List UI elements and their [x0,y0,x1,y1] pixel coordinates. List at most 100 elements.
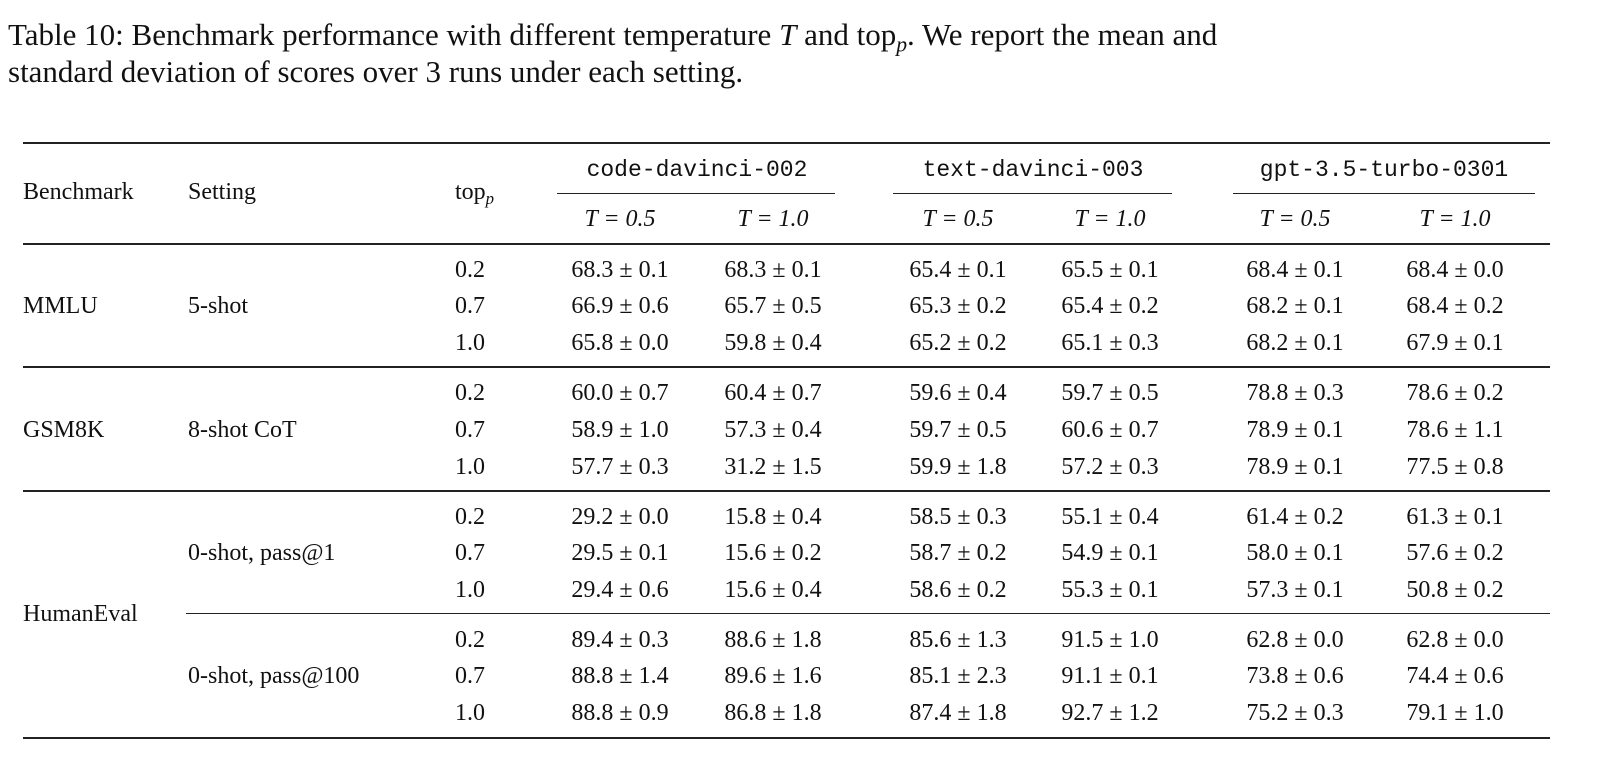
header-temperature: T = 0.5 [922,206,994,232]
top-rule [23,142,1550,144]
score-cell: 15.6 ± 0.4 [724,577,822,603]
score-cell: 92.7 ± 1.2 [1061,700,1159,726]
score-cell: 57.3 ± 0.1 [1246,577,1344,603]
topp-value: 0.7 [455,540,485,566]
score-cell: 57.2 ± 0.3 [1061,454,1159,480]
score-cell: 62.8 ± 0.0 [1246,627,1344,653]
score-cell: 60.6 ± 0.7 [1061,417,1159,443]
score-cell: 58.7 ± 0.2 [909,540,1007,566]
setting-name: 5-shot [188,293,248,319]
score-cell: 58.5 ± 0.3 [909,504,1007,530]
topp-value: 0.7 [455,293,485,319]
score-cell: 58.0 ± 0.1 [1246,540,1344,566]
score-cell: 59.6 ± 0.4 [909,380,1007,406]
topp-value: 0.2 [455,504,485,530]
score-cell: 55.1 ± 0.4 [1061,504,1159,530]
score-cell: 29.4 ± 0.6 [571,577,669,603]
score-cell: 85.6 ± 1.3 [909,627,1007,653]
score-cell: 68.3 ± 0.1 [724,257,822,283]
bottom-rule [23,737,1550,739]
group-rule [23,366,1550,368]
score-cell: 57.3 ± 0.4 [724,417,822,443]
header-rule [23,243,1550,245]
score-cell: 62.8 ± 0.0 [1406,627,1504,653]
score-cell: 15.8 ± 0.4 [724,504,822,530]
score-cell: 65.7 ± 0.5 [724,293,822,319]
score-cell: 78.9 ± 0.1 [1246,417,1344,443]
header-topp: topp [455,179,495,209]
setting-name: 0-shot, pass@1 [188,540,336,566]
score-cell: 67.9 ± 0.1 [1406,330,1504,356]
header-temperature: T = 1.0 [737,206,809,232]
topp-value: 1.0 [455,700,485,726]
header-model-3: gpt-3.5-turbo-0301 [1259,157,1509,183]
score-cell: 85.1 ± 2.3 [909,663,1007,689]
topp-value: 0.7 [455,663,485,689]
group-rule [23,490,1550,492]
table-caption-line-1: Table 10: Benchmark performance with dif… [8,17,1218,57]
score-cell: 31.2 ± 1.5 [724,454,822,480]
score-cell: 57.7 ± 0.3 [571,454,669,480]
score-cell: 65.4 ± 0.1 [909,257,1007,283]
cmidrule-model-2 [893,193,1172,194]
score-cell: 58.9 ± 1.0 [571,417,669,443]
topp-value: 0.2 [455,380,485,406]
score-cell: 50.8 ± 0.2 [1406,577,1504,603]
topp-value: 1.0 [455,330,485,356]
score-cell: 87.4 ± 1.8 [909,700,1007,726]
cmidrule-model-1 [557,193,835,194]
score-cell: 74.4 ± 0.6 [1406,663,1504,689]
score-cell: 88.8 ± 1.4 [571,663,669,689]
cmidrule-model-3 [1233,193,1535,194]
header-temperature: T = 1.0 [1419,206,1491,232]
benchmark-name: MMLU [23,293,98,319]
score-cell: 61.3 ± 0.1 [1406,504,1504,530]
score-cell: 78.6 ± 0.2 [1406,380,1504,406]
setting-name: 8-shot CoT [188,417,297,443]
score-cell: 68.4 ± 0.2 [1406,293,1504,319]
score-cell: 29.2 ± 0.0 [571,504,669,530]
topp-value: 1.0 [455,454,485,480]
score-cell: 29.5 ± 0.1 [571,540,669,566]
benchmark-name: GSM8K [23,417,105,443]
setting-name: 0-shot, pass@100 [188,663,360,689]
score-cell: 59.7 ± 0.5 [1061,380,1159,406]
score-cell: 66.9 ± 0.6 [571,293,669,319]
score-cell: 86.8 ± 1.8 [724,700,822,726]
score-cell: 68.2 ± 0.1 [1246,293,1344,319]
score-cell: 78.6 ± 1.1 [1406,417,1504,443]
score-cell: 55.3 ± 0.1 [1061,577,1159,603]
score-cell: 54.9 ± 0.1 [1061,540,1159,566]
header-model-1: code-davinci-002 [586,157,808,183]
score-cell: 78.8 ± 0.3 [1246,380,1344,406]
header-temperature: T = 0.5 [1259,206,1331,232]
topp-value: 0.7 [455,417,485,443]
score-cell: 75.2 ± 0.3 [1246,700,1344,726]
topp-value: 0.2 [455,627,485,653]
subgroup-rule [186,613,1550,614]
header-benchmark: Benchmark [23,179,134,205]
score-cell: 65.3 ± 0.2 [909,293,1007,319]
header-temperature: T = 1.0 [1074,206,1146,232]
score-cell: 77.5 ± 0.8 [1406,454,1504,480]
score-cell: 89.6 ± 1.6 [724,663,822,689]
topp-value: 1.0 [455,577,485,603]
score-cell: 91.5 ± 1.0 [1061,627,1159,653]
score-cell: 60.0 ± 0.7 [571,380,669,406]
score-cell: 59.8 ± 0.4 [724,330,822,356]
score-cell: 57.6 ± 0.2 [1406,540,1504,566]
header-setting: Setting [188,179,257,205]
score-cell: 68.4 ± 0.0 [1406,257,1504,283]
score-cell: 88.8 ± 0.9 [571,700,669,726]
header-temperature: T = 0.5 [584,206,656,232]
score-cell: 79.1 ± 1.0 [1406,700,1504,726]
topp-value: 0.2 [455,257,485,283]
score-cell: 91.1 ± 0.1 [1061,663,1159,689]
score-cell: 65.5 ± 0.1 [1061,257,1159,283]
score-cell: 89.4 ± 0.3 [571,627,669,653]
score-cell: 58.6 ± 0.2 [909,577,1007,603]
score-cell: 59.7 ± 0.5 [909,417,1007,443]
score-cell: 68.3 ± 0.1 [571,257,669,283]
score-cell: 15.6 ± 0.2 [724,540,822,566]
score-cell: 65.8 ± 0.0 [571,330,669,356]
